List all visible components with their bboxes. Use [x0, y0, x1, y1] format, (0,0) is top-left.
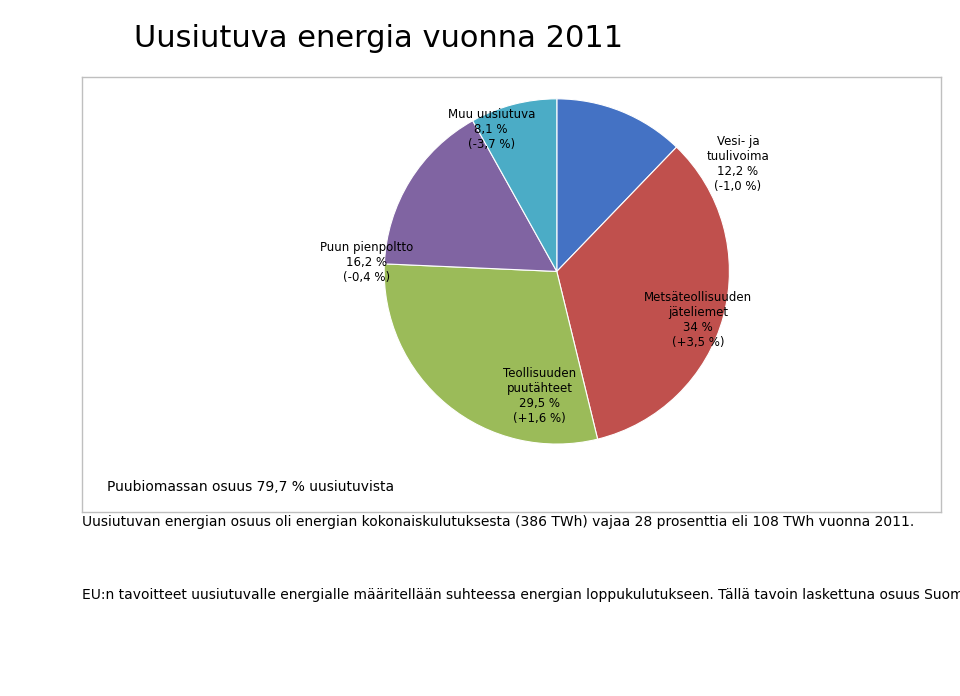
Wedge shape	[384, 120, 557, 271]
Wedge shape	[472, 99, 557, 271]
Text: Puubiomassan osuus 79,7 % uusiutuvista: Puubiomassan osuus 79,7 % uusiutuvista	[108, 480, 395, 494]
Text: Teollisuuden
puutähteet
29,5 %
(+1,6 %): Teollisuuden puutähteet 29,5 % (+1,6 %)	[503, 367, 576, 425]
Text: Uusiutuva energia vuonna 2011: Uusiutuva energia vuonna 2011	[134, 24, 624, 53]
Text: Metsäteollisuuden
jäteliemet
34 %
(+3,5 %): Metsäteollisuuden jäteliemet 34 % (+3,5 …	[644, 291, 753, 349]
Text: Muu uusiutuva
8,1 %
(-3,7 %): Muu uusiutuva 8,1 % (-3,7 %)	[447, 109, 535, 152]
Text: Vesi- ja
tuulivoima
12,2 %
(-1,0 %): Vesi- ja tuulivoima 12,2 % (-1,0 %)	[707, 136, 769, 193]
Text: Uusiutuvan energian osuus oli energian kokonaiskulutuksesta (386 TWh) vajaa 28 p: Uusiutuvan energian osuus oli energian k…	[82, 515, 914, 529]
Text: Puun pienpoltto
16,2 %
(-0,4 %): Puun pienpoltto 16,2 % (-0,4 %)	[321, 242, 414, 284]
Wedge shape	[557, 147, 730, 439]
Text: EU:n tavoitteet uusiutuvalle energialle määritellään suhteessa energian loppukul: EU:n tavoitteet uusiutuvalle energialle …	[82, 588, 960, 602]
Wedge shape	[557, 99, 677, 271]
Wedge shape	[384, 264, 598, 444]
